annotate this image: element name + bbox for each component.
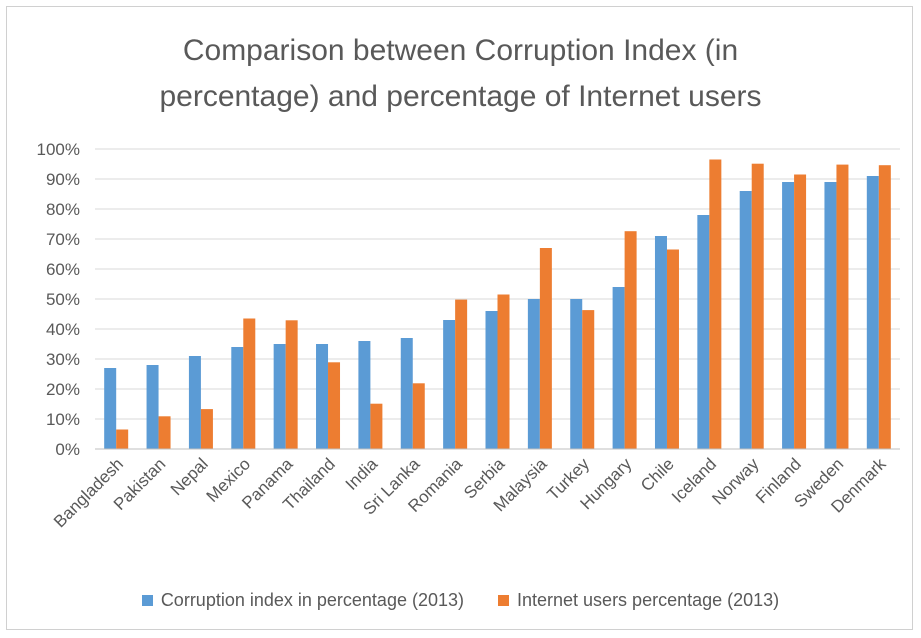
bar-internet-romania bbox=[455, 299, 468, 449]
chart-title: Comparison between Corruption Index (in … bbox=[0, 28, 921, 120]
bar-internet-turkey bbox=[582, 310, 595, 449]
bar-corruption-sweden bbox=[824, 182, 837, 449]
x-tick-label: Norway bbox=[708, 454, 763, 509]
y-tick-label: 60% bbox=[46, 260, 80, 279]
bar-corruption-nepal bbox=[188, 356, 201, 449]
legend-label-internet: Internet users percentage (2013) bbox=[517, 590, 780, 610]
bar-internet-chile bbox=[666, 249, 679, 449]
bar-internet-sri-lanka bbox=[412, 383, 425, 449]
bar-corruption-romania bbox=[443, 320, 456, 449]
y-tick-label: 80% bbox=[46, 200, 80, 219]
bar-internet-malaysia bbox=[539, 248, 552, 449]
bar-internet-nepal bbox=[200, 409, 213, 449]
bar-internet-denmark bbox=[878, 165, 891, 449]
y-tick-label: 0% bbox=[55, 440, 80, 459]
bar-internet-serbia bbox=[497, 294, 510, 449]
y-tick-label: 100% bbox=[37, 140, 80, 159]
legend-label-corruption: Corruption index in percentage (2013) bbox=[160, 590, 464, 610]
bar-corruption-sri-lanka bbox=[400, 338, 413, 449]
bar-internet-finland bbox=[794, 174, 807, 449]
y-tick-label: 10% bbox=[46, 410, 80, 429]
bar-corruption-denmark bbox=[866, 176, 879, 449]
bar-corruption-mexico bbox=[231, 347, 244, 449]
y-tick-label: 30% bbox=[46, 350, 80, 369]
y-tick-label: 70% bbox=[46, 230, 80, 249]
bar-internet-norway bbox=[751, 163, 764, 449]
bar-internet-india bbox=[370, 403, 383, 449]
legend-item-corruption: Corruption index in percentage (2013) bbox=[141, 590, 464, 611]
bar-internet-iceland bbox=[709, 159, 722, 449]
y-tick-label: 40% bbox=[46, 320, 80, 339]
bar-corruption-malaysia bbox=[527, 299, 540, 449]
bar-corruption-hungary bbox=[612, 287, 625, 449]
bar-internet-mexico bbox=[243, 318, 256, 449]
bar-internet-bangladesh bbox=[116, 429, 129, 449]
bar-corruption-norway bbox=[739, 191, 752, 449]
legend: Corruption index in percentage (2013) In… bbox=[0, 590, 921, 611]
legend-item-internet: Internet users percentage (2013) bbox=[498, 590, 779, 611]
legend-swatch-internet bbox=[498, 595, 509, 606]
bar-corruption-panama bbox=[273, 344, 286, 449]
y-tick-label: 20% bbox=[46, 380, 80, 399]
bar-internet-thailand bbox=[328, 362, 341, 449]
bars bbox=[104, 159, 891, 449]
bar-corruption-chile bbox=[654, 236, 667, 449]
y-tick-label: 90% bbox=[46, 170, 80, 189]
y-axis-ticks: 0% 10% 20% 30% 40% 50% 60% 70% 80% 90% 100% bbox=[37, 140, 80, 459]
bar-internet-panama bbox=[285, 320, 298, 449]
bar-internet-hungary bbox=[624, 231, 637, 449]
bar-corruption-turkey bbox=[570, 299, 583, 449]
bar-corruption-bangladesh bbox=[104, 368, 117, 449]
legend-swatch-corruption bbox=[141, 595, 153, 606]
bar-corruption-iceland bbox=[697, 215, 710, 449]
bar-corruption-thailand bbox=[316, 344, 329, 449]
x-axis-ticks: BangladeshPakistanNepalMexicoPanamaThail… bbox=[50, 454, 890, 531]
x-tick-label: Bangladesh bbox=[50, 454, 127, 531]
bar-corruption-serbia bbox=[485, 311, 498, 449]
chart-title-line-1: Comparison between Corruption Index (in bbox=[182, 34, 739, 67]
bar-corruption-pakistan bbox=[146, 365, 159, 449]
bar-corruption-finland bbox=[782, 182, 795, 449]
bar-corruption-india bbox=[358, 341, 371, 449]
bar-internet-pakistan bbox=[158, 416, 171, 449]
y-tick-label: 50% bbox=[46, 290, 80, 309]
chart-title-line-2: percentage) and percentage of Internet u… bbox=[159, 80, 762, 113]
bar-internet-sweden bbox=[836, 164, 849, 449]
